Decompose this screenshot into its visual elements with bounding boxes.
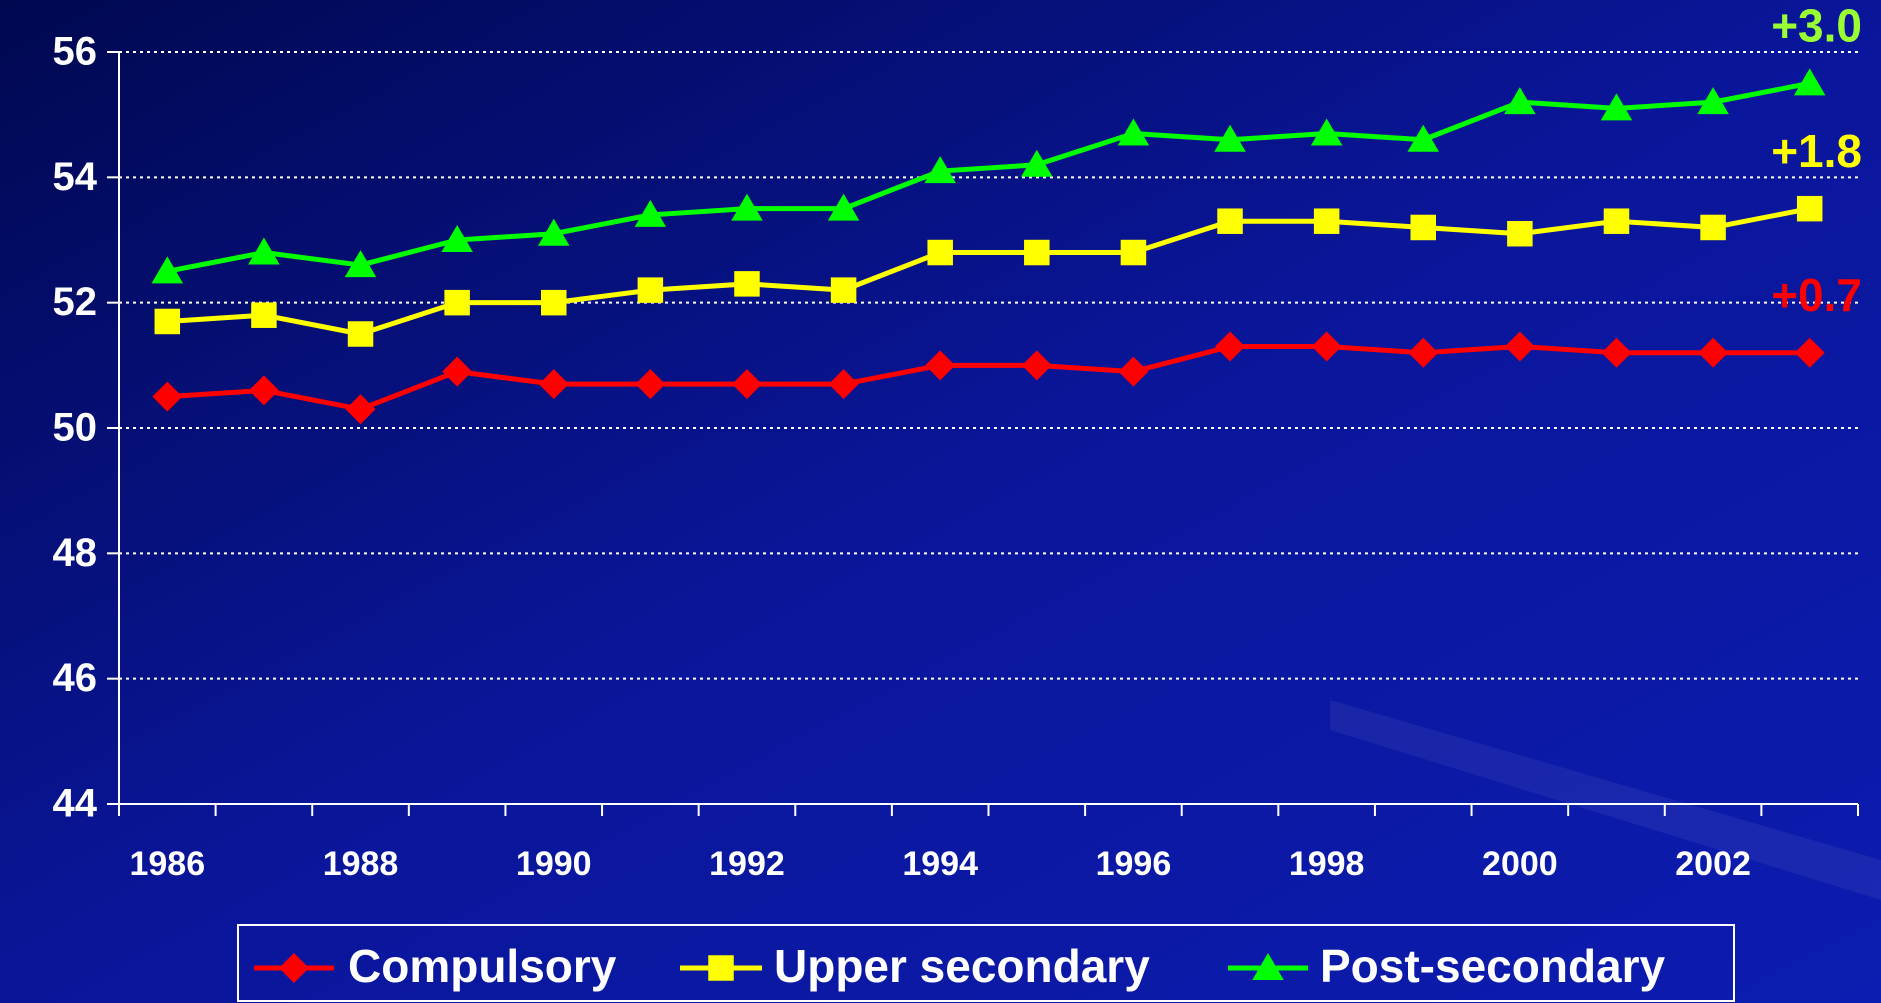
y-tick-label: 46 [53, 656, 98, 700]
marker [708, 955, 734, 981]
marker [1310, 118, 1343, 146]
y-tick-label: 54 [53, 155, 98, 199]
legend-box [237, 924, 1735, 1002]
marker [1214, 124, 1246, 152]
marker [1600, 93, 1633, 121]
marker [1700, 214, 1726, 241]
x-tick-label: 1988 [323, 845, 399, 883]
marker [1217, 208, 1243, 234]
series-line [167, 206, 1811, 337]
marker [1120, 239, 1147, 266]
marker [1794, 337, 1825, 368]
marker [1021, 149, 1053, 177]
marker [279, 953, 309, 983]
x-tick-label: 1998 [1289, 845, 1365, 883]
x-tick-label: 1996 [1096, 845, 1172, 883]
marker [1793, 68, 1826, 96]
marker [1311, 331, 1342, 362]
marker [248, 237, 280, 265]
marker [1252, 953, 1284, 980]
marker [251, 302, 277, 328]
annotation: +3.0 [1771, 0, 1862, 51]
x-tick-label: 1990 [516, 845, 592, 883]
marker [635, 369, 666, 400]
x-tick-label: 2002 [1675, 845, 1751, 883]
x-tick-label: 1992 [709, 845, 785, 883]
marker [1408, 337, 1439, 368]
marker [1796, 195, 1823, 222]
series-line [166, 80, 1811, 274]
marker [442, 356, 473, 387]
marker [731, 193, 763, 221]
series-line [167, 344, 1810, 412]
y-tick-label: 52 [53, 280, 98, 324]
marker [248, 375, 279, 406]
marker [151, 256, 184, 284]
marker [1410, 214, 1436, 241]
marker [925, 350, 956, 381]
marker [347, 321, 374, 347]
y-tick-label: 44 [53, 782, 98, 826]
marker [924, 156, 956, 184]
marker [1504, 87, 1536, 115]
y-tick-label: 48 [53, 531, 98, 575]
marker [1697, 87, 1729, 115]
annotation: +1.8 [1771, 125, 1862, 177]
marker [1507, 220, 1533, 247]
marker [152, 381, 183, 412]
marker [1698, 337, 1729, 368]
legend-label: Post-secondary [1320, 940, 1666, 992]
marker [1313, 208, 1340, 234]
marker [634, 199, 667, 227]
y-tick-label: 56 [53, 30, 98, 74]
marker [154, 308, 181, 335]
marker [541, 289, 567, 316]
marker [828, 369, 859, 400]
y-tick-label: 50 [53, 406, 98, 450]
marker [1603, 208, 1630, 234]
marker [1407, 124, 1439, 152]
marker [538, 369, 569, 400]
marker [827, 193, 860, 221]
marker [444, 289, 470, 316]
marker [1601, 337, 1632, 368]
marker [441, 225, 473, 252]
marker [637, 277, 664, 303]
marker [1117, 118, 1150, 146]
marker [927, 239, 953, 266]
marker [1215, 331, 1246, 362]
x-tick-label: 1986 [129, 845, 205, 883]
marker [734, 271, 760, 297]
background-streak [1330, 700, 1881, 900]
annotation: +0.7 [1771, 269, 1862, 321]
legend-label: Compulsory [348, 940, 617, 992]
marker [1504, 331, 1535, 362]
marker [538, 218, 570, 246]
x-tick-label: 1994 [902, 845, 978, 883]
marker [1118, 356, 1149, 387]
marker [345, 394, 376, 425]
x-tick-label: 2000 [1482, 845, 1558, 883]
legend-label: Upper secondary [774, 940, 1150, 992]
marker [731, 369, 762, 400]
marker [1024, 239, 1050, 266]
marker [344, 250, 377, 278]
marker [830, 277, 857, 303]
marker [1021, 350, 1052, 381]
